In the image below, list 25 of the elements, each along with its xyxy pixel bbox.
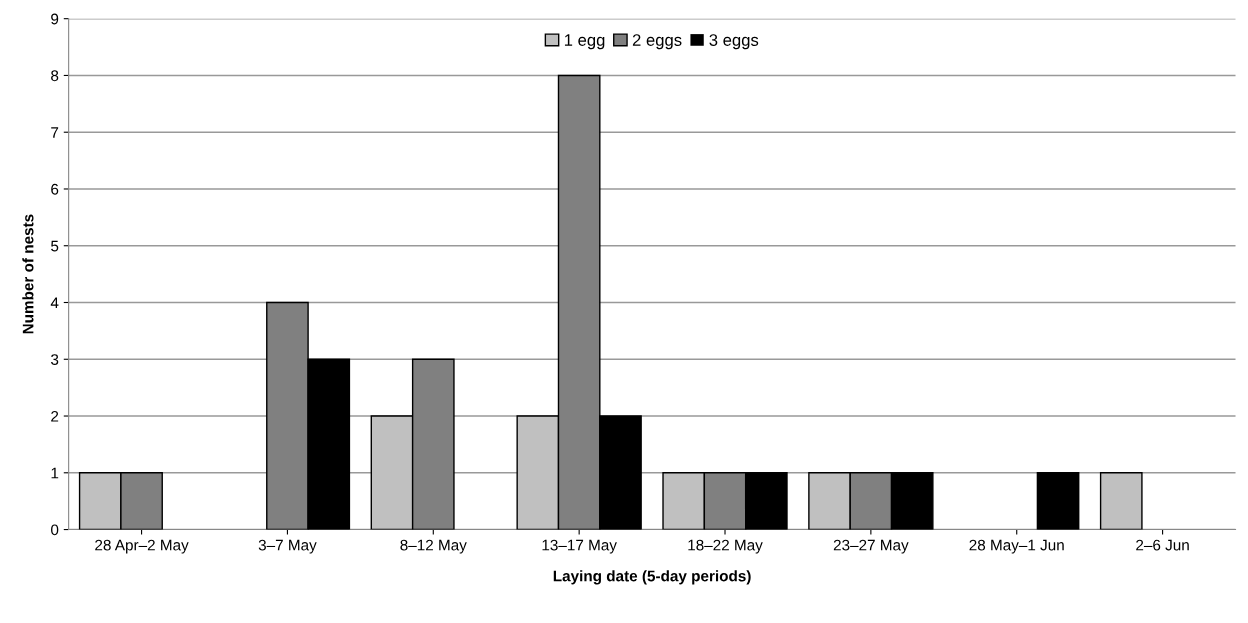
y-tick-label: 3 xyxy=(51,354,59,365)
x-tick-label: 28 Apr–2 May xyxy=(95,539,189,554)
y-tick-label: 9 xyxy=(51,13,59,25)
y-tick-label: 6 xyxy=(51,183,59,195)
y-tick-label: 1 xyxy=(51,467,59,479)
x-tick-label: 3–7 May xyxy=(258,539,317,554)
y-tick-label: 2 xyxy=(51,410,59,422)
y-tick-label: 0 xyxy=(51,524,59,536)
y-tick-label: 5 xyxy=(51,240,59,252)
x-tick-label: 18–22 May xyxy=(688,539,763,554)
x-tick-label: 28 May–1 Jun xyxy=(969,539,1064,554)
legend-label: 2 eggs xyxy=(632,34,682,50)
bar xyxy=(1036,472,1080,530)
x-tick-label: 2–6 Jun xyxy=(1136,539,1189,551)
x-axis-title: Laying date (5-day periods) xyxy=(553,570,751,585)
legend-label: 1 egg xyxy=(564,34,605,50)
x-tick-label: 8–12 May xyxy=(400,539,467,554)
y-tick-label: 4 xyxy=(50,297,59,309)
x-tick-label: 13–17 May xyxy=(542,539,617,554)
bar xyxy=(1099,472,1143,530)
y-axis-title: Number of nests xyxy=(22,214,34,334)
y-tick-label: 8 xyxy=(51,70,59,82)
x-tick-label: 23–27 May xyxy=(833,539,909,554)
y-tick-label: 7 xyxy=(51,127,59,138)
legend-label: 3 eggs xyxy=(709,34,759,50)
